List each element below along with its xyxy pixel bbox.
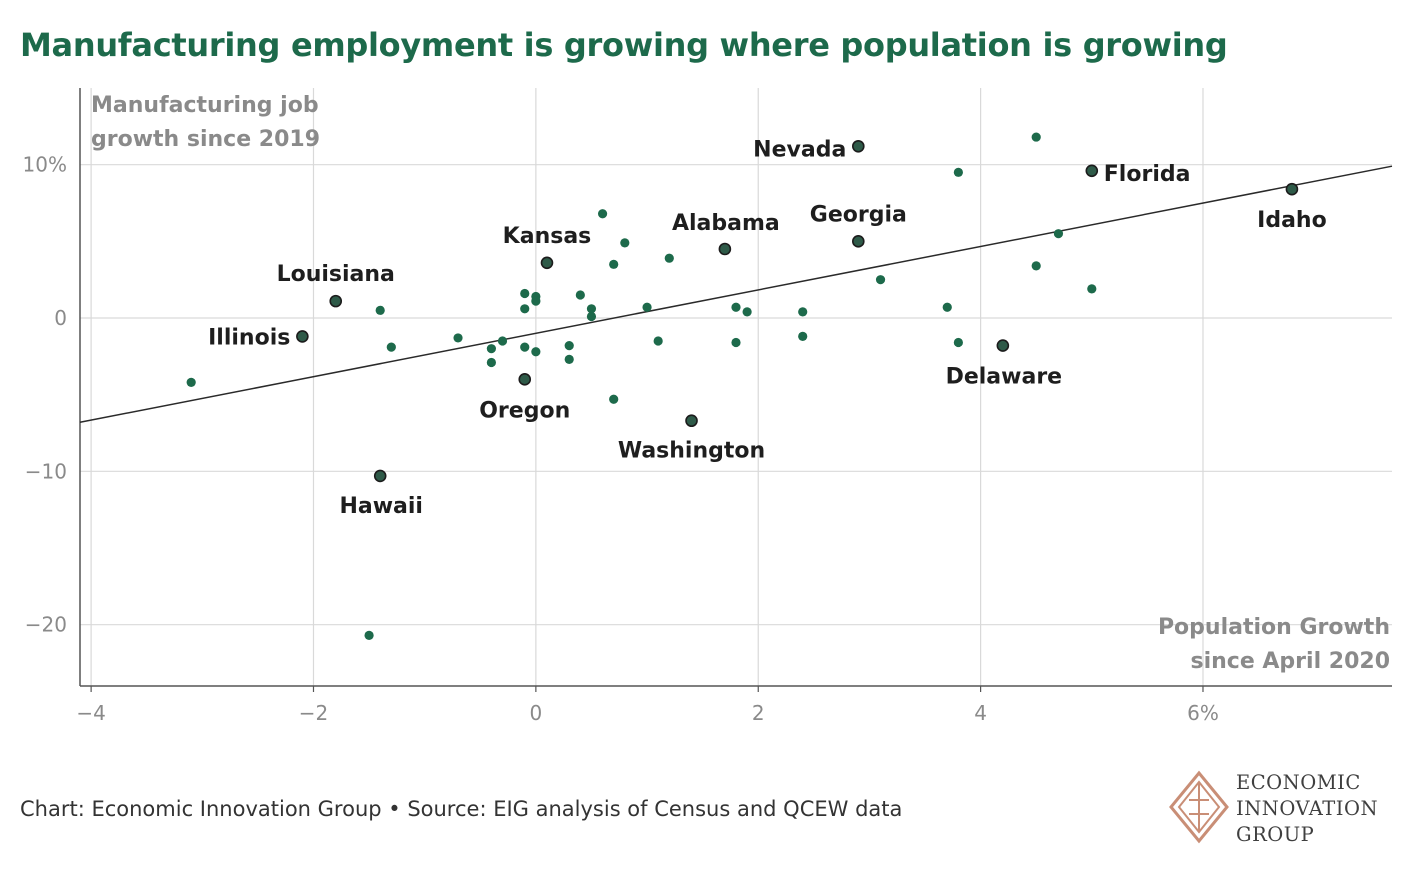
data-point xyxy=(609,260,618,269)
data-point xyxy=(798,332,807,341)
point-label-oregon: Oregon xyxy=(479,398,570,423)
data-point xyxy=(565,355,574,364)
axes xyxy=(80,88,1392,692)
logo-line: INNOVATION xyxy=(1236,796,1378,822)
labeled-point-georgia xyxy=(853,236,864,247)
data-point xyxy=(487,358,496,367)
point-label-hawaii: Hawaii xyxy=(339,494,423,519)
point-label-kansas: Kansas xyxy=(503,224,592,249)
logo-wordmark: ECONOMIC INNOVATION GROUP xyxy=(1236,770,1378,848)
chart-credit: Chart: Economic Innovation Group • Sourc… xyxy=(20,797,902,821)
data-point xyxy=(187,378,196,387)
point-label-washington: Washington xyxy=(618,439,765,464)
data-point xyxy=(642,303,651,312)
data-point xyxy=(743,307,752,316)
point-labels: Nevada Florida Idaho Georgia Alabama Kansas Lo… xyxy=(208,137,1327,519)
y-tick-label: 10% xyxy=(23,153,67,177)
data-point xyxy=(1032,132,1041,141)
point-label-georgia: Georgia xyxy=(810,202,907,227)
data-point xyxy=(453,333,462,342)
data-point xyxy=(587,312,596,321)
data-point xyxy=(520,343,529,352)
axis-titles: Manufacturing job growth since 2019 Popula… xyxy=(91,93,1390,674)
y-tick-label: −10 xyxy=(25,459,67,483)
x-tick-label: 2 xyxy=(752,701,765,725)
data-point xyxy=(731,338,740,347)
scatter-chart: −4 −2 0 2 4 6%10%0−10−20 Manufacturing job gro… xyxy=(0,0,1412,760)
labeled-point-kansas xyxy=(541,257,552,268)
labeled-point-hawaii xyxy=(375,470,386,481)
data-points xyxy=(187,132,1298,640)
data-point xyxy=(598,209,607,218)
x-tick-label: 6% xyxy=(1187,701,1219,725)
data-point xyxy=(943,303,952,312)
data-point xyxy=(876,275,885,284)
data-point xyxy=(954,338,963,347)
labeled-point-alabama xyxy=(719,244,730,255)
labeled-point-florida xyxy=(1086,165,1097,176)
point-label-alabama: Alabama xyxy=(672,211,780,236)
labeled-point-oregon xyxy=(519,374,530,385)
labeled-point-delaware xyxy=(997,340,1008,351)
data-point xyxy=(654,336,663,345)
data-point xyxy=(520,289,529,298)
y-tick-label: −20 xyxy=(25,613,67,637)
x-tick-label: 4 xyxy=(974,701,987,725)
data-point xyxy=(798,307,807,316)
data-point xyxy=(565,341,574,350)
y-tick-label: 0 xyxy=(54,306,67,330)
data-point xyxy=(531,297,540,306)
x-axis-title: Population Growth since April 2020 xyxy=(1158,615,1390,674)
logo-line: ECONOMIC xyxy=(1236,770,1378,796)
data-point xyxy=(954,168,963,177)
data-point xyxy=(487,344,496,353)
point-label-idaho: Idaho xyxy=(1257,208,1327,233)
labeled-point-washington xyxy=(686,415,697,426)
labeled-point-idaho xyxy=(1286,184,1297,195)
point-label-illinois: Illinois xyxy=(208,325,290,350)
data-point xyxy=(1087,284,1096,293)
data-point xyxy=(665,254,674,263)
point-label-louisiana: Louisiana xyxy=(277,262,395,287)
point-label-nevada: Nevada xyxy=(753,137,846,162)
data-point xyxy=(576,290,585,299)
data-point xyxy=(609,395,618,404)
data-point xyxy=(731,303,740,312)
trendline xyxy=(80,166,1392,422)
x-tick-label: 0 xyxy=(529,701,542,725)
data-point xyxy=(364,631,373,640)
labeled-point-louisiana xyxy=(330,296,341,307)
data-point xyxy=(1054,229,1063,238)
trendline-group xyxy=(80,166,1392,422)
data-point xyxy=(498,336,507,345)
y-axis-title: Manufacturing job growth since 2019 xyxy=(91,93,320,152)
data-point xyxy=(531,347,540,356)
x-tick-label: −4 xyxy=(76,701,105,725)
data-point xyxy=(376,306,385,315)
x-tick-label: −2 xyxy=(299,701,328,725)
point-label-delaware: Delaware xyxy=(946,365,1063,390)
logo-line: GROUP xyxy=(1236,822,1378,848)
grid-lines xyxy=(80,88,1392,686)
point-label-florida: Florida xyxy=(1104,162,1191,187)
data-point xyxy=(520,304,529,313)
data-point xyxy=(620,238,629,247)
data-point xyxy=(387,343,396,352)
eig-diamond-icon xyxy=(1168,770,1230,844)
eig-logo: ECONOMIC INNOVATION GROUP xyxy=(1168,770,1408,844)
data-point xyxy=(1032,261,1041,270)
labeled-point-nevada xyxy=(853,141,864,152)
labeled-point-illinois xyxy=(297,331,308,342)
